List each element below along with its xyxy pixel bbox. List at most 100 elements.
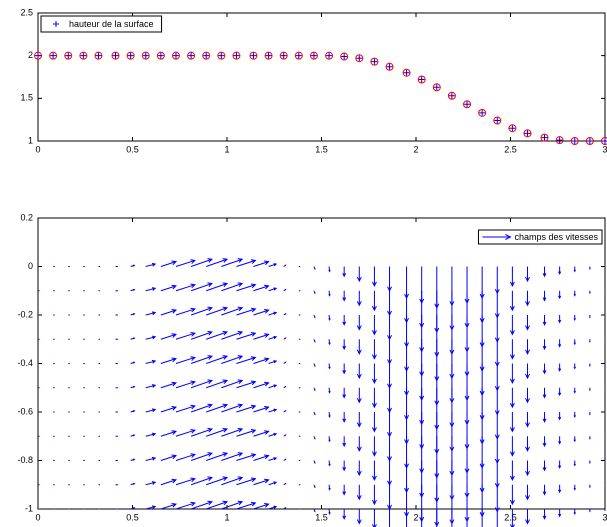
marker-plus bbox=[157, 52, 164, 59]
axes: 0 0.5 1 1.5 2 2.5 3 1 1.5 2 2.5 hauteur de la surfa… bbox=[20, 7, 607, 154]
arrow bbox=[206, 452, 229, 461]
arrow bbox=[236, 259, 257, 267]
marker-plus bbox=[188, 52, 195, 59]
arrow bbox=[525, 363, 530, 380]
arrow bbox=[342, 412, 347, 423]
arrow bbox=[573, 363, 576, 370]
arrow bbox=[236, 283, 257, 292]
arrow bbox=[175, 307, 196, 316]
marker-plus bbox=[586, 138, 593, 144]
arrow bbox=[268, 384, 278, 389]
arrow bbox=[604, 509, 606, 511]
arrow bbox=[206, 403, 229, 413]
arrow bbox=[328, 314, 331, 321]
arrow bbox=[253, 405, 270, 413]
marker-circle bbox=[555, 136, 564, 145]
arrow bbox=[313, 436, 316, 440]
arrow bbox=[221, 500, 244, 510]
arrow bbox=[160, 260, 178, 267]
x-tick-label: 0.5 bbox=[126, 512, 139, 522]
arrow bbox=[542, 484, 547, 496]
x-tick-label: 2.5 bbox=[504, 144, 517, 154]
arrow bbox=[160, 430, 178, 437]
marker-plus bbox=[371, 58, 378, 65]
marker-circle bbox=[402, 68, 411, 77]
arrow bbox=[371, 315, 377, 336]
legend-label: hauteur de la surface bbox=[69, 19, 154, 29]
arrow bbox=[356, 339, 362, 355]
arrow bbox=[221, 330, 244, 340]
arrow bbox=[525, 315, 530, 331]
marker-circle bbox=[79, 51, 88, 60]
x-tick-label: 0 bbox=[35, 144, 40, 154]
arrow bbox=[604, 339, 606, 341]
marker-plus bbox=[464, 101, 471, 108]
arrow bbox=[268, 335, 278, 340]
arrow bbox=[206, 330, 229, 340]
marker-plus bbox=[418, 76, 425, 83]
arrow bbox=[466, 509, 468, 527]
plot-area bbox=[37, 12, 606, 142]
arrow bbox=[313, 314, 316, 319]
arrow bbox=[371, 509, 377, 527]
arrow bbox=[283, 337, 287, 340]
marker-circle bbox=[264, 51, 273, 60]
arrow bbox=[328, 508, 331, 515]
arrow bbox=[283, 288, 287, 292]
arrow bbox=[342, 363, 347, 375]
arrow bbox=[509, 387, 515, 409]
arrow bbox=[342, 509, 347, 520]
arrow bbox=[573, 315, 576, 321]
arrow bbox=[283, 458, 287, 461]
marker-circle bbox=[370, 57, 379, 66]
legend-box bbox=[477, 229, 603, 245]
arrow bbox=[542, 315, 547, 326]
arrow bbox=[175, 356, 196, 364]
arrow bbox=[558, 484, 562, 494]
arrow bbox=[253, 430, 270, 437]
arrow bbox=[356, 484, 362, 501]
x-tick-label: 2 bbox=[413, 144, 418, 154]
arrow bbox=[542, 387, 547, 399]
y-tick-label: 2 bbox=[28, 50, 33, 60]
marker-plus bbox=[448, 92, 455, 99]
arrow bbox=[283, 385, 287, 389]
arrow bbox=[175, 501, 196, 510]
marker-circle bbox=[126, 51, 135, 60]
arrow bbox=[190, 282, 213, 292]
arrow bbox=[253, 454, 270, 461]
arrow bbox=[356, 509, 362, 525]
marker-plus bbox=[602, 138, 607, 144]
arrow bbox=[558, 387, 562, 397]
arrow bbox=[268, 360, 278, 364]
arrow bbox=[542, 363, 547, 375]
plot-area bbox=[37, 217, 606, 510]
arrow bbox=[221, 379, 244, 389]
marker-plus bbox=[541, 134, 548, 141]
arrow bbox=[371, 484, 377, 506]
arrow bbox=[589, 436, 591, 440]
arrow bbox=[509, 315, 515, 336]
arrow bbox=[236, 477, 257, 486]
arrow bbox=[253, 357, 270, 364]
arrow bbox=[558, 290, 562, 300]
arrow bbox=[160, 405, 178, 413]
arrow bbox=[221, 452, 244, 461]
y-tick-label: 2.5 bbox=[20, 7, 33, 17]
marker-circle bbox=[187, 51, 196, 60]
arrow bbox=[236, 453, 257, 461]
arrow bbox=[145, 408, 157, 413]
arrow bbox=[145, 481, 157, 486]
arrow bbox=[525, 436, 530, 452]
marker-plus bbox=[50, 52, 57, 59]
marker-circle bbox=[523, 129, 532, 138]
arrow bbox=[496, 509, 498, 527]
arrow bbox=[525, 484, 530, 501]
arrow bbox=[389, 509, 391, 527]
x-tick-label: 1 bbox=[224, 512, 229, 522]
arrow bbox=[283, 264, 287, 267]
arrow bbox=[509, 484, 515, 506]
legend: champs des vitesses bbox=[477, 229, 603, 245]
marker-circle bbox=[279, 51, 288, 60]
y-tick-label: -1 bbox=[25, 503, 33, 513]
